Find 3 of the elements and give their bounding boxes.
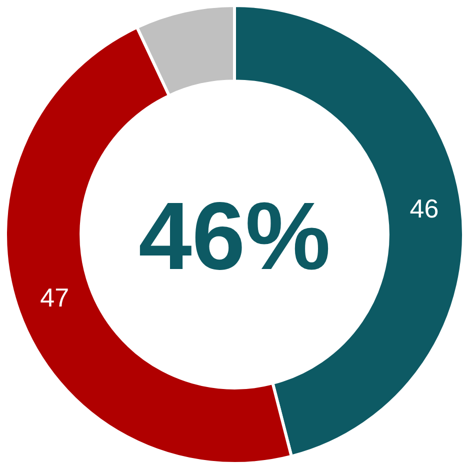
text: 46% <box>138 182 331 290</box>
data-label: 46 <box>410 194 439 224</box>
data-label: 47 <box>40 282 70 312</box>
